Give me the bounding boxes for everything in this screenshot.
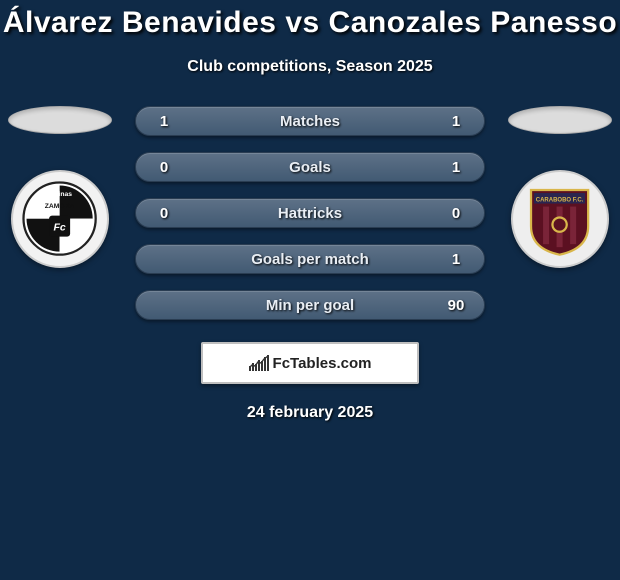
player-left-name: Álvarez Benavides <box>3 6 277 39</box>
comparison-body: Barinas ZAMORA Fc 1 Matches 1 0 Goals 1 … <box>0 106 620 320</box>
brand-badge[interactable]: FcTables.com <box>201 342 419 384</box>
stat-left-value: 0 <box>150 205 178 222</box>
stat-left-value: 1 <box>150 113 178 130</box>
carabobo-crest-icon: CARABOBO F.C. <box>522 181 597 256</box>
stat-row-goals: 0 Goals 1 <box>135 152 485 182</box>
stat-label: Matches <box>280 113 340 130</box>
brand-text: FcTables.com <box>273 355 372 372</box>
stat-right-value: 1 <box>442 159 470 176</box>
stat-label: Hattricks <box>278 205 342 222</box>
stats-column: 1 Matches 1 0 Goals 1 0 Hattricks 0 Goal… <box>120 106 500 320</box>
stat-right-value: 1 <box>442 251 470 268</box>
zamora-crest-icon: Barinas ZAMORA Fc <box>22 181 97 256</box>
stat-row-goals-per-match: Goals per match 1 <box>135 244 485 274</box>
stat-right-value: 1 <box>442 113 470 130</box>
stat-right-value: 0 <box>442 205 470 222</box>
page-title: Álvarez Benavides vs Canozales Panesso <box>0 6 620 40</box>
subtitle: Club competitions, Season 2025 <box>0 58 620 76</box>
left-team-column: Barinas ZAMORA Fc <box>0 106 120 268</box>
stat-label: Goals <box>289 159 331 176</box>
comparison-date: 24 february 2025 <box>0 404 620 422</box>
stat-row-hattricks: 0 Hattricks 0 <box>135 198 485 228</box>
vs-separator: vs <box>285 6 319 39</box>
right-team-column: CARABOBO F.C. <box>500 106 620 268</box>
comparison-card: Álvarez Benavides vs Canozales Panesso C… <box>0 0 620 422</box>
stat-right-value: 90 <box>442 297 470 314</box>
svg-text:Fc: Fc <box>54 222 66 234</box>
stat-label: Min per goal <box>266 297 354 314</box>
right-team-crest: CARABOBO F.C. <box>511 170 609 268</box>
left-shadow-ellipse <box>8 106 112 134</box>
svg-text:CARABOBO F.C.: CARABOBO F.C. <box>536 198 584 204</box>
right-shadow-ellipse <box>508 106 612 134</box>
stat-left-value: 0 <box>150 159 178 176</box>
svg-text:Barinas: Barinas <box>48 191 73 198</box>
brand-chart-icon <box>249 355 269 371</box>
stat-label: Goals per match <box>251 251 369 268</box>
stat-row-min-per-goal: Min per goal 90 <box>135 290 485 320</box>
stat-row-matches: 1 Matches 1 <box>135 106 485 136</box>
svg-text:ZAMORA: ZAMORA <box>45 203 75 210</box>
left-team-crest: Barinas ZAMORA Fc <box>11 170 109 268</box>
player-right-name: Canozales Panesso <box>329 6 618 39</box>
